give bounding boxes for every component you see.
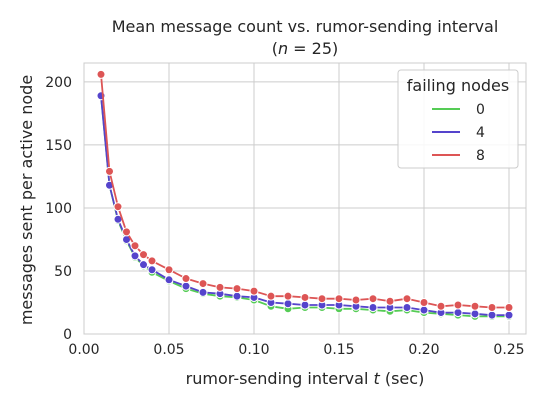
series-4: [96, 91, 514, 320]
data-point: [504, 303, 514, 313]
data-point: [402, 303, 412, 313]
data-point: [181, 274, 191, 284]
data-point: [130, 241, 140, 251]
data-point: [139, 260, 148, 270]
data-point: [96, 69, 106, 79]
data-point: [334, 294, 344, 304]
data-point: [300, 292, 310, 302]
data-point: [317, 294, 327, 304]
data-point: [249, 286, 259, 296]
data-point: [368, 294, 378, 304]
data-point: [215, 282, 225, 292]
data-point: [164, 275, 174, 285]
y-tick-label: 200: [45, 75, 72, 91]
data-point: [113, 202, 123, 212]
data-point: [147, 265, 157, 275]
x-tick-label: 0.05: [153, 342, 184, 358]
data-point: [385, 296, 395, 306]
data-point: [130, 251, 140, 261]
data-point: [181, 281, 191, 291]
data-point: [487, 310, 497, 320]
data-point: [198, 287, 208, 297]
legend: failing nodes 0 4 8: [397, 69, 519, 169]
series-group: [96, 69, 514, 321]
chart-title-line1: Mean message count vs. rumor-sending int…: [112, 17, 499, 36]
legend-label: 0: [476, 102, 485, 118]
data-point: [232, 291, 242, 301]
legend-box: [397, 69, 519, 169]
legend-entries: 0 4 8: [432, 102, 485, 164]
data-point: [453, 308, 463, 318]
series-line: [100, 95, 509, 317]
data-point: [164, 265, 174, 275]
legend-label: 4: [476, 125, 485, 141]
x-tick-label: 0.20: [408, 342, 439, 358]
data-point: [419, 297, 429, 307]
data-point: [368, 303, 378, 313]
data-point: [198, 279, 208, 289]
legend-label: 8: [476, 148, 485, 164]
tick-labels: 0.00 0.05 0.10 0.15 0.20 0.25 0 50 100 150 200: [45, 75, 524, 358]
data-point: [283, 299, 293, 309]
data-point: [283, 291, 293, 301]
x-axis-label: rumor-sending interval t (sec): [186, 369, 425, 388]
data-point: [402, 294, 412, 304]
data-point: [436, 301, 446, 311]
data-point: [504, 310, 514, 320]
series-line: [100, 74, 509, 309]
data-point: [266, 291, 276, 301]
data-point: [470, 301, 480, 311]
legend-title: failing nodes: [407, 76, 509, 95]
data-point: [232, 284, 242, 294]
y-tick-label: 100: [45, 201, 72, 217]
y-tick-label: 150: [45, 138, 72, 154]
y-axis-label: messages sent per active node: [17, 75, 36, 325]
x-tick-label: 0.00: [68, 342, 99, 358]
data-point: [122, 227, 131, 237]
data-point: [351, 295, 361, 305]
x-tick-label: 0.10: [238, 342, 269, 358]
x-tick-label: 0.25: [493, 342, 524, 358]
series-8: [96, 69, 514, 313]
data-point: [105, 166, 114, 176]
y-tick-label: 50: [54, 264, 72, 280]
data-point: [300, 300, 310, 310]
chart-title-line2: (n = 25): [272, 39, 339, 58]
data-point: [487, 303, 497, 313]
data-point: [453, 300, 463, 310]
plot-frame: [83, 62, 527, 335]
y-tick-label: 0: [63, 327, 72, 343]
data-point: [470, 309, 480, 319]
data-point: [147, 256, 157, 266]
data-point: [139, 250, 148, 260]
data-point: [419, 305, 429, 315]
x-tick-label: 0.15: [323, 342, 354, 358]
